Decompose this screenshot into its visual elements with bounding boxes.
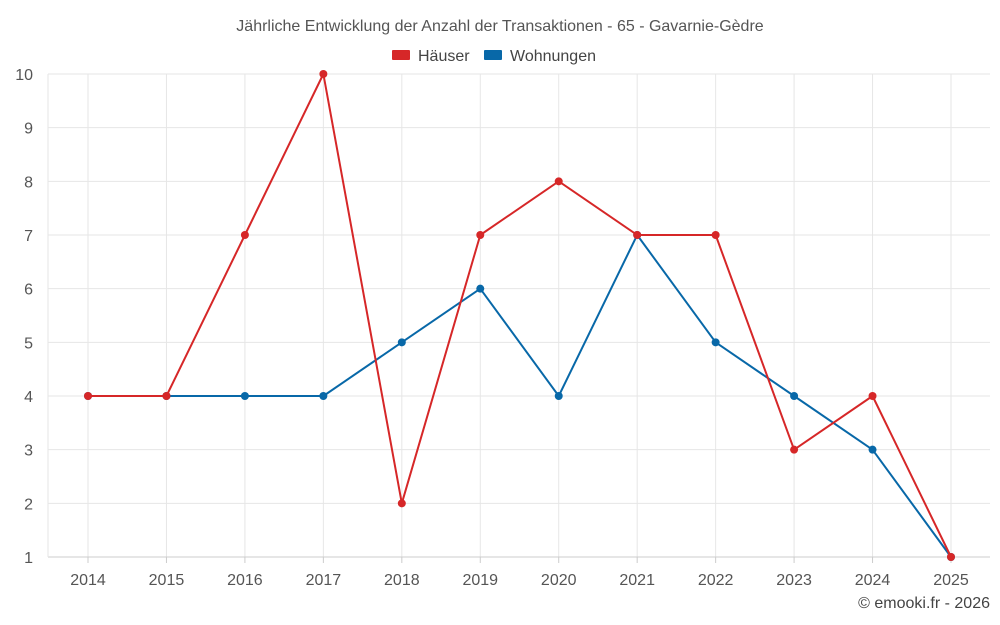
x-tick-label: 2020	[541, 572, 577, 589]
data-point-hauser[interactable]	[633, 231, 642, 239]
data-point-wohnungen[interactable]	[554, 392, 563, 400]
legend-label-hauser: Häuser	[418, 48, 470, 65]
chart-title: Jährliche Entwicklung der Anzahl der Tra…	[236, 18, 763, 35]
data-point-wohnungen[interactable]	[711, 338, 720, 347]
y-tick-label: 7	[24, 228, 33, 245]
data-point-hauser[interactable]	[711, 231, 720, 239]
legend: Häuser Wohnungen	[392, 48, 596, 65]
data-point-hauser[interactable]	[790, 445, 799, 454]
y-tick-label: 8	[24, 174, 33, 191]
x-tick-label: 2021	[619, 572, 655, 589]
y-tick-label: 6	[24, 282, 33, 299]
series-line-hauser	[87, 73, 952, 558]
x-tick-label: 2019	[462, 572, 498, 589]
data-point-hauser[interactable]	[397, 499, 406, 508]
data-point-wohnungen[interactable]	[868, 445, 877, 454]
data-point-wohnungen[interactable]	[790, 392, 799, 400]
series	[84, 70, 955, 561]
legend-item-hauser[interactable]: Häuser	[392, 48, 470, 65]
y-tick-label: 10	[15, 67, 33, 84]
x-tick-label: 2017	[306, 572, 342, 589]
data-point-hauser[interactable]	[554, 177, 563, 186]
x-tick-label: 2015	[149, 572, 185, 589]
x-tick-label: 2024	[855, 572, 891, 589]
data-point-wohnungen[interactable]	[476, 284, 485, 293]
legend-label-wohnungen: Wohnungen	[510, 48, 596, 65]
data-point-hauser[interactable]	[162, 392, 171, 400]
x-tick-label: 2018	[384, 572, 420, 589]
data-point-hauser[interactable]	[240, 231, 249, 239]
data-point-hauser[interactable]	[84, 392, 92, 400]
data-point-hauser[interactable]	[947, 553, 955, 561]
x-tick-label: 2023	[776, 572, 812, 589]
data-point-wohnungen[interactable]	[319, 392, 328, 400]
x-tick-label: 2016	[227, 572, 263, 589]
data-point-hauser[interactable]	[868, 392, 877, 400]
y-tick-label: 5	[24, 335, 33, 352]
series-hauser	[84, 70, 955, 561]
series-line-wohnungen	[87, 234, 952, 558]
x-tick-label: 2014	[70, 572, 106, 589]
legend-item-wohnungen[interactable]: Wohnungen	[484, 48, 596, 65]
y-tick-label: 1	[24, 550, 33, 567]
y-tick-label: 9	[24, 121, 33, 138]
data-point-hauser[interactable]	[319, 70, 328, 78]
y-tick-label: 3	[24, 443, 33, 460]
legend-swatch-hauser	[392, 50, 410, 60]
x-tick-label: 2022	[698, 572, 734, 589]
y-tick-label: 4	[24, 389, 33, 406]
grid	[48, 73, 990, 557]
y-tick-label: 2	[24, 496, 33, 513]
data-point-wohnungen[interactable]	[240, 392, 249, 400]
credit-text: © emooki.fr - 2026	[858, 595, 990, 612]
legend-swatch-wohnungen	[484, 50, 502, 60]
data-point-wohnungen[interactable]	[397, 338, 406, 347]
data-point-hauser[interactable]	[476, 231, 485, 239]
axes: 1 2 3 4 5 6 7 8 9 10 2014 2015 2016 2017 2018 2019 2020 2…	[15, 67, 990, 589]
x-tick-label: 2025	[933, 572, 969, 589]
